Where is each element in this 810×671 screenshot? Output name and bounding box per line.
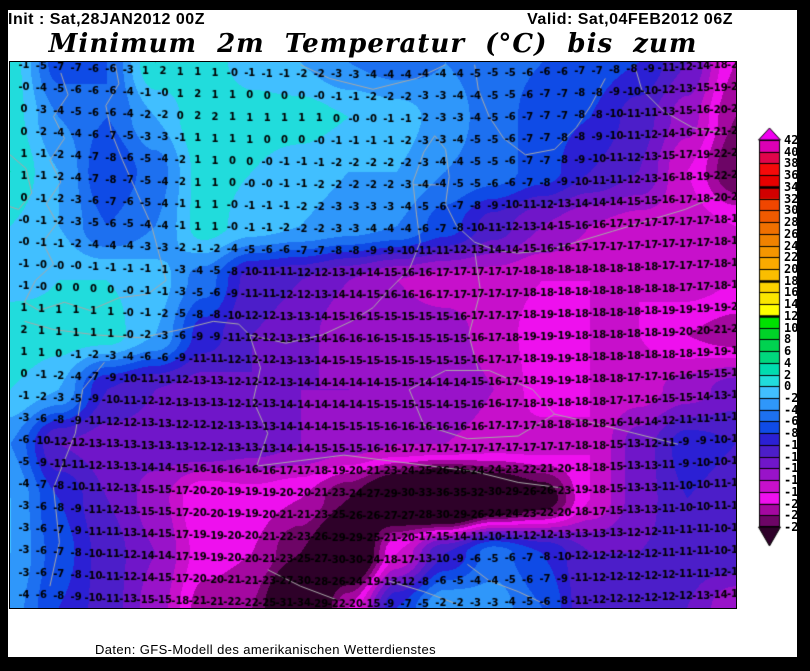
colorbar-tick-label: 2 — [784, 367, 792, 382]
colorbar-tick-label: 18 — [784, 273, 799, 288]
colorbar-tick-label: 30 — [784, 203, 799, 218]
colorbar-tick-label: -4 — [784, 402, 799, 417]
colorbar-tick-label: 14 — [784, 297, 799, 312]
colorbar-tick-label: -2 — [784, 391, 799, 405]
footer-credits: Daten: GFS-Modell des amerikanischen Wet… — [95, 610, 436, 671]
colorbar-tick-label: 4 — [784, 355, 792, 370]
colorbar-tick-label: 8 — [784, 332, 792, 347]
colorbar-tick-label: -24 — [784, 520, 806, 534]
colorbar-tick-label: 12 — [784, 308, 799, 323]
colorbar-tick-label: 22 — [784, 250, 799, 265]
colorbar-tick-label: 24 — [784, 238, 799, 253]
colorbar-tick-label: 42 — [784, 133, 799, 147]
map-title: Minimum 2m Temperatur (°C) bis zum Termi… — [48, 29, 698, 89]
footer-data-source: Daten: GFS-Modell des amerikanischen Wet… — [95, 642, 436, 657]
colorbar-tick-label: 32 — [784, 191, 799, 206]
colorbar-tick-label: 0 — [784, 379, 792, 394]
colorbar-tick-label: -16 — [784, 473, 806, 488]
colorbar-tick-label: -8 — [784, 426, 799, 441]
temperature-colorbar — [757, 127, 783, 547]
valid-time-label: Valid: Sat,04FEB2012 06Z — [527, 11, 733, 28]
colorbar-tick-label: 34 — [784, 179, 799, 194]
colorbar-tick-labels: 42 40 38 36 34 32 30 28 26 24 22 20 18 16 14 12 10 8 6 4 2 0-… — [784, 127, 810, 547]
colorbar-tick-label: 16 — [784, 285, 799, 300]
colorbar-tick-label: -20 — [784, 496, 806, 511]
temperature-map-canvas — [9, 61, 737, 609]
colorbar-tick-label: 6 — [784, 344, 792, 359]
colorbar-tick-label: 26 — [784, 226, 799, 241]
colorbar-tick-label: -22 — [784, 508, 806, 523]
colorbar-tick-label: 36 — [784, 168, 799, 183]
colorbar-tick-label: 20 — [784, 262, 799, 276]
colorbar-tick-label: 38 — [784, 156, 799, 171]
colorbar-tick-label: -12 — [784, 449, 806, 464]
colorbar-tick-label: -18 — [784, 484, 806, 499]
colorbar-tick-label: -14 — [784, 461, 806, 476]
colorbar-tick-label: -10 — [784, 437, 806, 452]
colorbar-tick-label: 40 — [784, 144, 799, 159]
colorbar-tick-label: 10 — [784, 320, 799, 335]
colorbar-tick-label: -6 — [784, 414, 799, 429]
init-time-label: Init : Sat,28JAN2012 00Z — [8, 11, 205, 28]
colorbar-tick-label: 28 — [784, 215, 799, 230]
